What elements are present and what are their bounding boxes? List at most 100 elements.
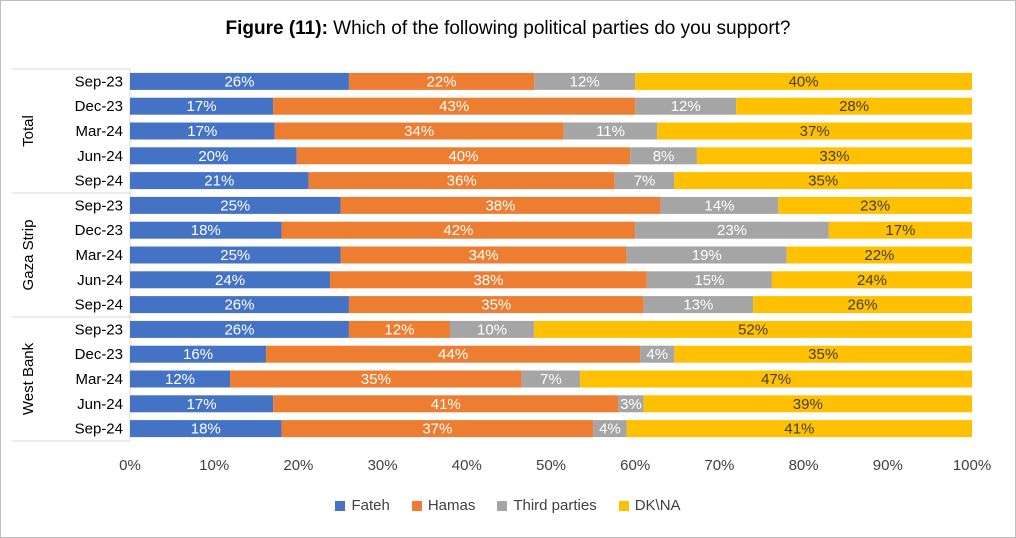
bar-segment — [274, 122, 564, 140]
bar-segment — [643, 395, 972, 413]
bar-segment — [626, 246, 787, 264]
bar-segment — [330, 271, 647, 289]
legend-swatch — [497, 500, 508, 511]
x-tick-label: 40% — [452, 457, 482, 474]
data-label: 35% — [481, 297, 511, 314]
bar-segment — [273, 97, 636, 115]
row-label: Dec-23 — [75, 222, 123, 239]
bar-segment — [348, 320, 450, 338]
bar-segment — [273, 395, 619, 413]
bar-segment — [674, 172, 972, 190]
data-label: 44% — [438, 346, 468, 363]
data-label: 23% — [717, 222, 747, 239]
bar-segment — [640, 345, 675, 363]
data-label: 25% — [220, 197, 250, 214]
bar-segment — [696, 147, 972, 165]
x-tick-label: 90% — [873, 457, 903, 474]
data-label: 24% — [857, 272, 887, 289]
data-label: 17% — [885, 222, 915, 239]
bar-segment — [657, 122, 972, 140]
bar-segment — [660, 196, 779, 214]
data-label: 26% — [224, 297, 254, 314]
data-label: 13% — [683, 297, 713, 314]
data-label: 37% — [422, 421, 452, 438]
legend-swatch — [618, 500, 629, 511]
data-label: 11% — [596, 123, 625, 140]
row-label: Mar-24 — [75, 123, 123, 140]
x-tick-label: 20% — [283, 457, 313, 474]
legend-label: Hamas — [427, 497, 476, 514]
row-label: Sep-23 — [75, 321, 123, 338]
data-label: 43% — [439, 98, 469, 115]
bar-segment — [643, 296, 754, 314]
bar-segment — [753, 296, 972, 314]
bar-segment — [130, 221, 282, 239]
row-label: Mar-24 — [75, 247, 123, 264]
bar-segment — [348, 72, 535, 90]
bar-segment — [230, 370, 522, 388]
group-label: Total — [20, 115, 37, 147]
bar-segment — [130, 246, 341, 264]
data-label: 36% — [447, 173, 477, 190]
bar-segment — [340, 246, 627, 264]
bar-segment — [130, 420, 282, 438]
bar-segment — [635, 221, 829, 239]
group-label: West Bank — [20, 342, 37, 415]
bar-segment — [534, 72, 636, 90]
bar-segment — [130, 370, 231, 388]
bar-segment — [635, 97, 737, 115]
row-label: Sep-24 — [75, 421, 123, 438]
bar-segment — [130, 72, 349, 90]
chart-title: Figure (11): Which of the following poli… — [0, 18, 1016, 40]
legend-item: Third parties — [497, 497, 597, 514]
legend-swatch — [411, 500, 422, 511]
bar-segment — [130, 296, 349, 314]
legend-swatch — [335, 500, 346, 511]
legend-item: DK\NA — [618, 497, 681, 514]
data-label: 21% — [204, 173, 234, 190]
data-label: 12% — [570, 73, 600, 90]
bar-segment — [630, 147, 697, 165]
bar-segment — [130, 172, 309, 190]
chart-title-prefix: Figure (11): — [225, 18, 328, 39]
data-label: 40% — [448, 148, 478, 165]
bar-segment — [786, 246, 972, 264]
data-label: 3% — [620, 396, 642, 413]
bar-segment — [614, 172, 675, 190]
bar-segment — [130, 271, 331, 289]
x-tick-label: 30% — [368, 457, 398, 474]
bar-segment — [646, 271, 772, 289]
bar-segment — [626, 420, 972, 438]
bar-segment — [674, 345, 972, 363]
data-label: 24% — [215, 272, 245, 289]
row-label: Jun-24 — [77, 272, 123, 289]
data-label: 12% — [165, 371, 195, 388]
data-label: 26% — [224, 73, 254, 90]
row-label: Mar-24 — [75, 371, 123, 388]
data-label: 26% — [224, 321, 254, 338]
bar-segment — [130, 147, 297, 165]
data-label: 17% — [187, 123, 217, 140]
bar-segment — [281, 420, 594, 438]
row-label: Sep-24 — [75, 173, 123, 190]
chart-title-text: Which of the following political parties… — [327, 18, 791, 39]
bar-segment — [593, 420, 627, 438]
row-label: Sep-23 — [75, 197, 123, 214]
data-label: 28% — [839, 98, 869, 115]
x-tick-label: 100% — [953, 457, 991, 474]
data-label: 4% — [646, 346, 668, 363]
bar-segment — [266, 345, 641, 363]
data-label: 12% — [384, 321, 414, 338]
data-label: 33% — [819, 148, 849, 165]
x-tick-label: 80% — [789, 457, 819, 474]
bar-segment — [736, 97, 972, 115]
data-label: 47% — [761, 371, 791, 388]
row-label: Jun-24 — [77, 396, 123, 413]
bar-segment — [130, 196, 341, 214]
row-label: Dec-23 — [75, 98, 123, 115]
data-label: 18% — [191, 421, 221, 438]
x-tick-label: 0% — [119, 457, 141, 474]
data-label: 37% — [800, 123, 830, 140]
data-label: 15% — [694, 272, 724, 289]
